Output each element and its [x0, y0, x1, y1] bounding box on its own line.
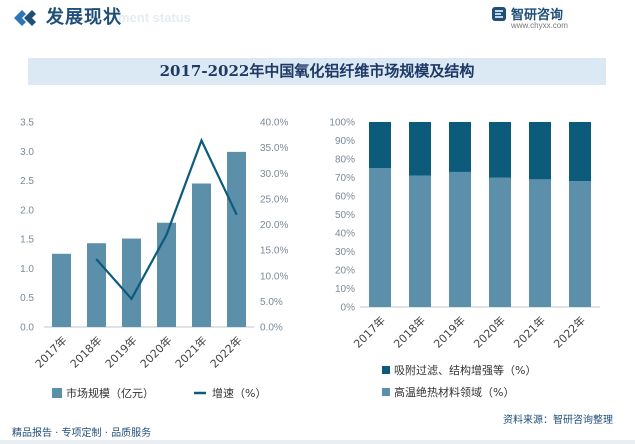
bar-segment-insulation: [489, 177, 511, 307]
logo-url: www.chyxx.com: [511, 21, 568, 30]
legend-swatch-market-size: [52, 388, 62, 398]
y-left-tick-label: 0.5: [20, 293, 34, 304]
bar-segment-filtration: [529, 122, 551, 180]
bar-segment-filtration: [409, 122, 431, 176]
bar-segment-insulation: [449, 171, 471, 307]
bar-segment-filtration: [569, 122, 591, 182]
y-tick-label: 20%: [335, 266, 355, 277]
x-tick-label: 2020年: [137, 333, 174, 370]
y-right-tick-label: 40.0%: [260, 118, 288, 129]
section-title: 发展现状: [46, 7, 122, 28]
section-title-en: ment status: [118, 10, 191, 25]
bar-segment-insulation: [569, 181, 591, 307]
brand-logo: 智研咨询 www.chyxx.com: [491, 4, 601, 32]
y-right-tick-label: 20.0%: [260, 220, 288, 231]
y-right-tick-label: 10.0%: [260, 271, 288, 282]
point-growth-rate: [200, 139, 203, 142]
x-tick-label: 2018年: [67, 333, 104, 370]
header-bar: ment status 发展现状 智研咨询 www.chyxx.com: [0, 0, 635, 36]
bar-market-size: [52, 253, 71, 327]
x-tick-label-right: 2018年: [391, 313, 428, 350]
bottom-rule: [0, 440, 635, 444]
footer-slogan: 精品报告 · 专项定制 · 品质服务: [12, 428, 152, 439]
y-tick-label: 0%: [341, 303, 356, 314]
bar-segment-insulation: [529, 179, 551, 307]
y-tick-label: 10%: [335, 284, 355, 295]
y-tick-label: 60%: [335, 192, 355, 203]
y-tick-label: 40%: [335, 229, 355, 240]
legend-swatch-filtration: [382, 366, 390, 374]
bar-market-size: [122, 238, 141, 327]
bar-segment-filtration: [369, 122, 391, 169]
bar-market-size: [192, 183, 211, 327]
y-left-tick-label: 1.5: [20, 235, 34, 246]
chart-title: 2017-2022年中国氧化铝纤维市场规模及结构: [159, 62, 475, 80]
chart-frame: [9, 40, 627, 422]
y-left-tick-label: 2.5: [20, 176, 34, 187]
double-chevron-icon: [14, 10, 36, 26]
legend-label-filtration: 吸附过滤、结构增强等（%）: [394, 363, 536, 377]
point-growth-rate: [235, 213, 238, 216]
x-tick-label-right: 2021年: [511, 313, 548, 350]
x-tick-label: 2021年: [172, 333, 209, 370]
y-left-tick-label: 1.0: [20, 264, 34, 275]
bar-segment-insulation: [369, 168, 391, 307]
logo-name: 智研咨询: [511, 8, 564, 23]
y-tick-label: 50%: [335, 210, 355, 221]
x-tick-label: 2017年: [32, 333, 69, 370]
x-tick-label-right: 2019年: [431, 313, 468, 350]
bar-market-size: [157, 222, 176, 327]
bar-segment-insulation: [409, 175, 431, 307]
y-right-tick-label: 25.0%: [260, 194, 288, 205]
x-tick-label: 2022年: [207, 333, 244, 370]
x-tick-label-right: 2017年: [351, 313, 388, 350]
bar-segment-filtration: [489, 122, 511, 178]
y-tick-label: 80%: [335, 155, 355, 166]
y-right-tick-label: 15.0%: [260, 246, 288, 257]
bar-market-size: [227, 151, 246, 327]
title-band: [28, 58, 606, 85]
bar-segment-filtration: [449, 122, 471, 172]
point-growth-rate: [165, 233, 168, 236]
y-left-tick-label: 2.0: [20, 205, 34, 216]
y-left-tick-label: 3.0: [20, 147, 34, 158]
y-left-tick-label: 0.0: [20, 323, 34, 334]
logo-mark-icon: [492, 7, 506, 21]
legend-swatch-insulation: [382, 388, 390, 396]
x-tick-label: 2019年: [102, 333, 139, 370]
y-right-tick-label: 35.0%: [260, 143, 288, 154]
y-left-tick-label: 3.5: [20, 118, 34, 129]
point-growth-rate: [95, 258, 98, 261]
point-growth-rate: [130, 298, 133, 300]
legend-label-insulation: 高温绝热材料领域（%）: [394, 385, 514, 399]
bar-market-size: [87, 243, 106, 327]
y-right-tick-label: 5.0%: [260, 297, 283, 308]
y-right-tick-label: 30.0%: [260, 169, 288, 180]
legend-label-market-size: 市场规模（亿元）: [66, 386, 154, 400]
source-note: 资料来源：智研咨询整理: [503, 415, 613, 426]
y-tick-label: 90%: [335, 136, 355, 147]
y-tick-label: 30%: [335, 247, 355, 258]
y-tick-label: 70%: [335, 173, 355, 184]
y-right-tick-label: 0.0%: [260, 323, 283, 334]
x-tick-label-right: 2020年: [471, 313, 508, 350]
legend-label-growth: 增速（%）: [212, 386, 266, 400]
x-tick-label-right: 2022年: [551, 313, 588, 350]
y-tick-label: 100%: [329, 118, 355, 129]
